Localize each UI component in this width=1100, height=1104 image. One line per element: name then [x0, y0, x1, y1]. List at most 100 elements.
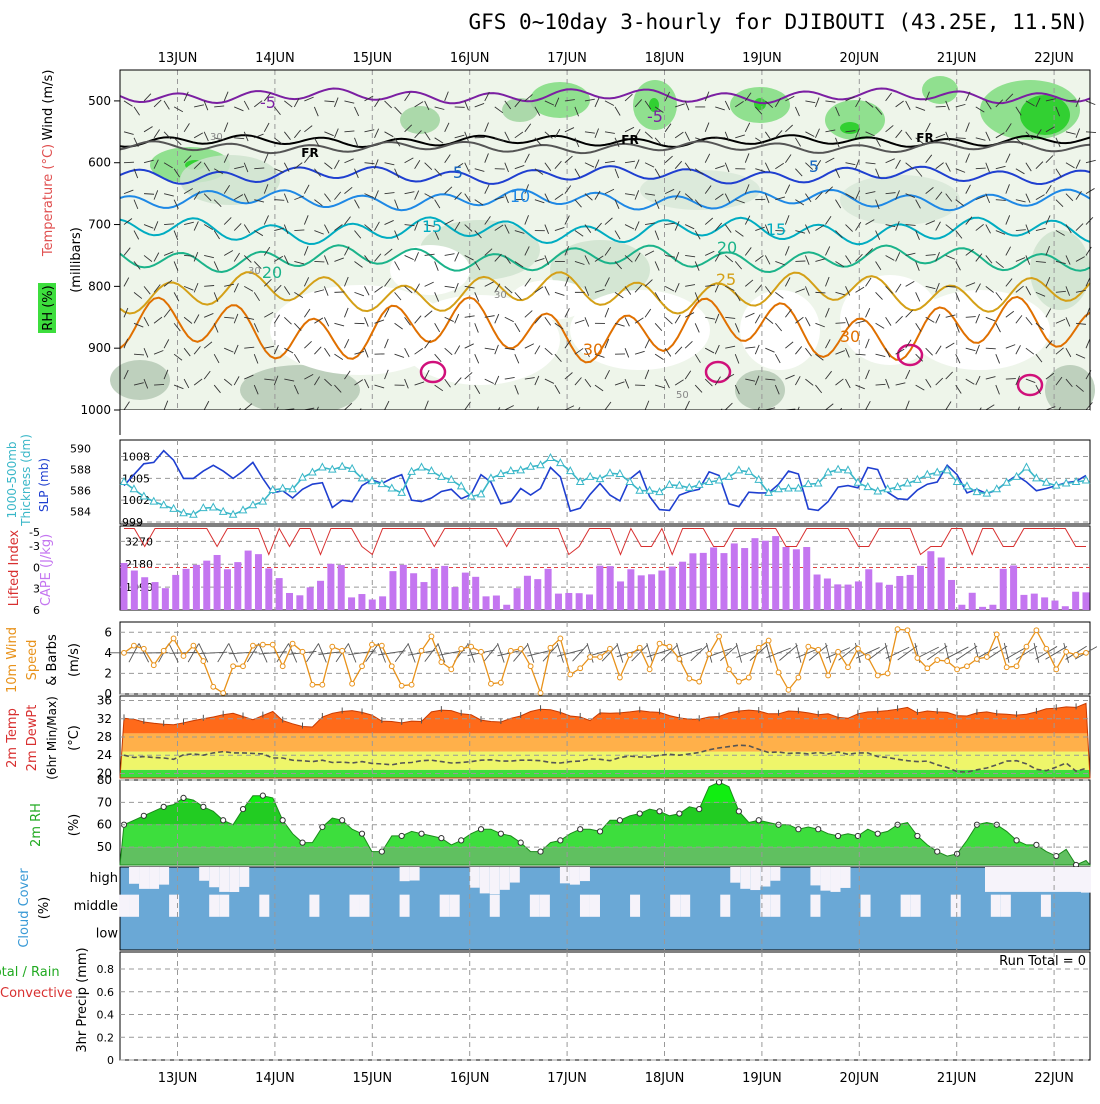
cloud-mid-gap — [259, 895, 269, 917]
wind-speed-point — [251, 643, 256, 648]
y-tick-label: 0.8 — [97, 963, 115, 976]
rh-point — [1014, 838, 1019, 843]
rh-point — [181, 795, 186, 800]
cape-bar — [183, 569, 190, 610]
cape-bar — [1083, 592, 1090, 610]
cape-bar — [1041, 597, 1048, 610]
date-top-label: 13JUN — [158, 51, 198, 66]
y-tick-label-left: 590 — [70, 443, 91, 456]
cloud-mid-gap — [119, 895, 129, 917]
date-bottom-label: 14JUN — [255, 1071, 295, 1086]
cape-bar — [710, 547, 717, 610]
wind-speed-point — [965, 664, 970, 669]
cape-bar — [452, 587, 459, 610]
rh-point — [617, 818, 622, 823]
rh-point — [518, 840, 523, 845]
cape-bar — [420, 582, 427, 610]
date-bottom-label: 17JUN — [547, 1071, 587, 1086]
cape-bar — [607, 566, 614, 610]
y-axis-label-wind-c: & Barbs — [45, 634, 60, 686]
rh-point — [558, 838, 563, 843]
y-tick-label: 2 — [104, 666, 112, 680]
cape-bar — [834, 584, 841, 610]
cape-bar — [720, 553, 727, 610]
rh-point — [796, 827, 801, 832]
cloud-mid-gap — [450, 895, 460, 917]
rh-point — [935, 849, 940, 854]
date-top-label: 16JUN — [450, 51, 490, 66]
y-axis-label-cloud-a: Cloud Cover — [17, 868, 32, 948]
cape-bar — [1010, 565, 1017, 610]
cape-bar — [152, 582, 159, 610]
dry-region — [740, 290, 820, 370]
cape-bar — [689, 553, 696, 610]
y-axis-label-temp-c: (6hr Min/Max) — [45, 696, 59, 780]
cape-bar — [989, 605, 996, 610]
cape-bar — [358, 594, 365, 610]
wind-speed-point — [826, 673, 831, 678]
cloud-high-gap — [400, 867, 410, 881]
cloud-mid-gap — [490, 895, 500, 917]
wind-barb — [1006, 379, 1016, 380]
isotherm-label: FR — [916, 131, 933, 145]
cloud-mid-gap — [1041, 895, 1051, 917]
cloud-mid-gap — [309, 895, 319, 917]
y-tick-label: 80 — [97, 773, 112, 787]
cape-bar — [648, 574, 655, 610]
y-tick-label: 1000 — [80, 403, 111, 417]
wind-speed-point — [350, 681, 355, 686]
rh-point — [697, 806, 702, 811]
cape-bar — [286, 593, 293, 610]
wind-speed-point — [340, 648, 345, 653]
wind-speed-point — [746, 675, 751, 680]
wind-speed-point — [736, 679, 741, 684]
cape-bar — [493, 596, 500, 610]
wind-speed-point — [637, 645, 642, 650]
wind-speed-point — [1044, 646, 1049, 651]
cape-bar — [751, 538, 758, 610]
cape-bar — [679, 562, 686, 610]
cape-bar — [669, 567, 676, 610]
cloud-high-gap — [820, 867, 830, 891]
cloud-level-label: high — [90, 871, 118, 886]
wind-speed-point — [766, 638, 771, 643]
rh-contour-label: 30 — [494, 290, 507, 301]
cloud-high-gap — [129, 867, 139, 884]
date-top-label: 15JUN — [352, 51, 392, 66]
cloud-high-gap — [219, 867, 229, 892]
cloud-level-label: low — [96, 927, 119, 942]
wind-speed-point — [330, 644, 335, 649]
wind-barb — [144, 194, 154, 195]
cape-bar — [617, 581, 624, 610]
isotherm-label: 15 — [422, 217, 442, 236]
cape-bar — [731, 543, 738, 610]
cape-bar — [824, 579, 831, 611]
rh-shading — [110, 360, 170, 400]
date-top-label: 18JUN — [645, 51, 685, 66]
rh-shading — [825, 100, 885, 140]
wind-speed-point — [1054, 667, 1059, 672]
wind-speed-point — [975, 657, 980, 662]
wind-speed-point — [161, 648, 166, 653]
rh-point — [340, 818, 345, 823]
rh-point — [538, 849, 543, 854]
y-tick-label-right: 1090 — [125, 581, 153, 594]
y-tick-label: 900 — [88, 341, 111, 355]
cape-bar — [927, 551, 934, 610]
wind-speed-point — [1034, 628, 1039, 633]
wind-speed-point — [1024, 644, 1029, 649]
rh-point — [459, 838, 464, 843]
date-top-label: 19JUN — [742, 51, 782, 66]
y-tick-label-left: 588 — [70, 464, 91, 477]
y-tick-label: 50 — [97, 840, 112, 854]
cape-bar — [441, 566, 448, 610]
cape-bar — [865, 569, 872, 610]
cloud-mid-gap — [770, 895, 780, 917]
rh-shading — [1020, 95, 1070, 135]
cloud-mid-gap — [1001, 895, 1011, 917]
